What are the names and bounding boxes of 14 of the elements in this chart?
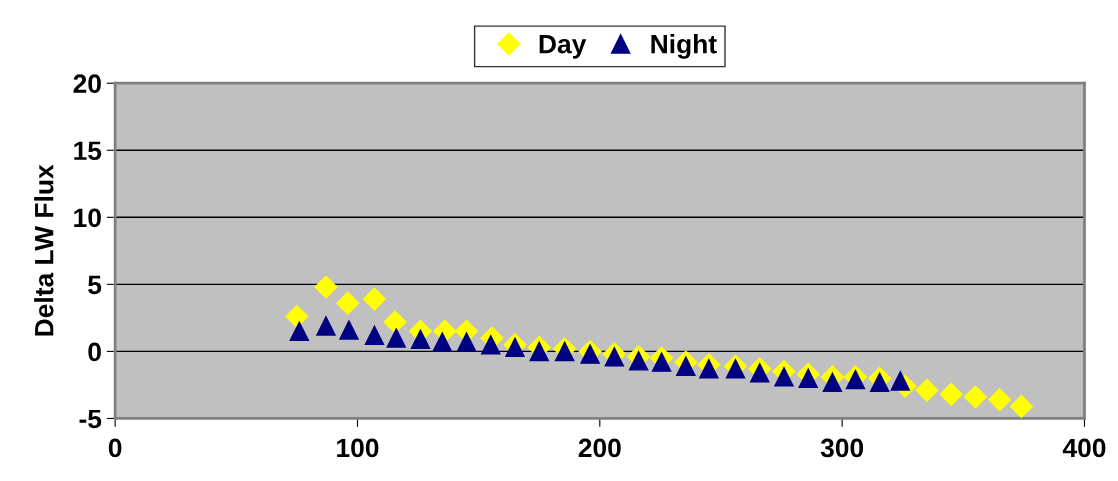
y-tick-label: 10: [74, 208, 101, 228]
x-tick-label: 0: [108, 438, 122, 458]
legend-label: Night: [651, 34, 717, 59]
y-tick-label: 5: [88, 275, 102, 295]
y-tick-label: 0: [88, 342, 101, 362]
x-tick-label: 400: [1062, 438, 1106, 458]
legend-label: Day: [539, 35, 587, 59]
y-tick-label: -5: [79, 409, 102, 429]
x-tick-label: 200: [578, 438, 621, 458]
y-tick-label: 20: [73, 74, 101, 94]
x-tick-label: 300: [820, 438, 864, 458]
y-axis-title: Delta LW Flux: [34, 164, 54, 336]
y-tick-label: 15: [74, 141, 102, 161]
x-tick-label: 100: [337, 438, 379, 458]
